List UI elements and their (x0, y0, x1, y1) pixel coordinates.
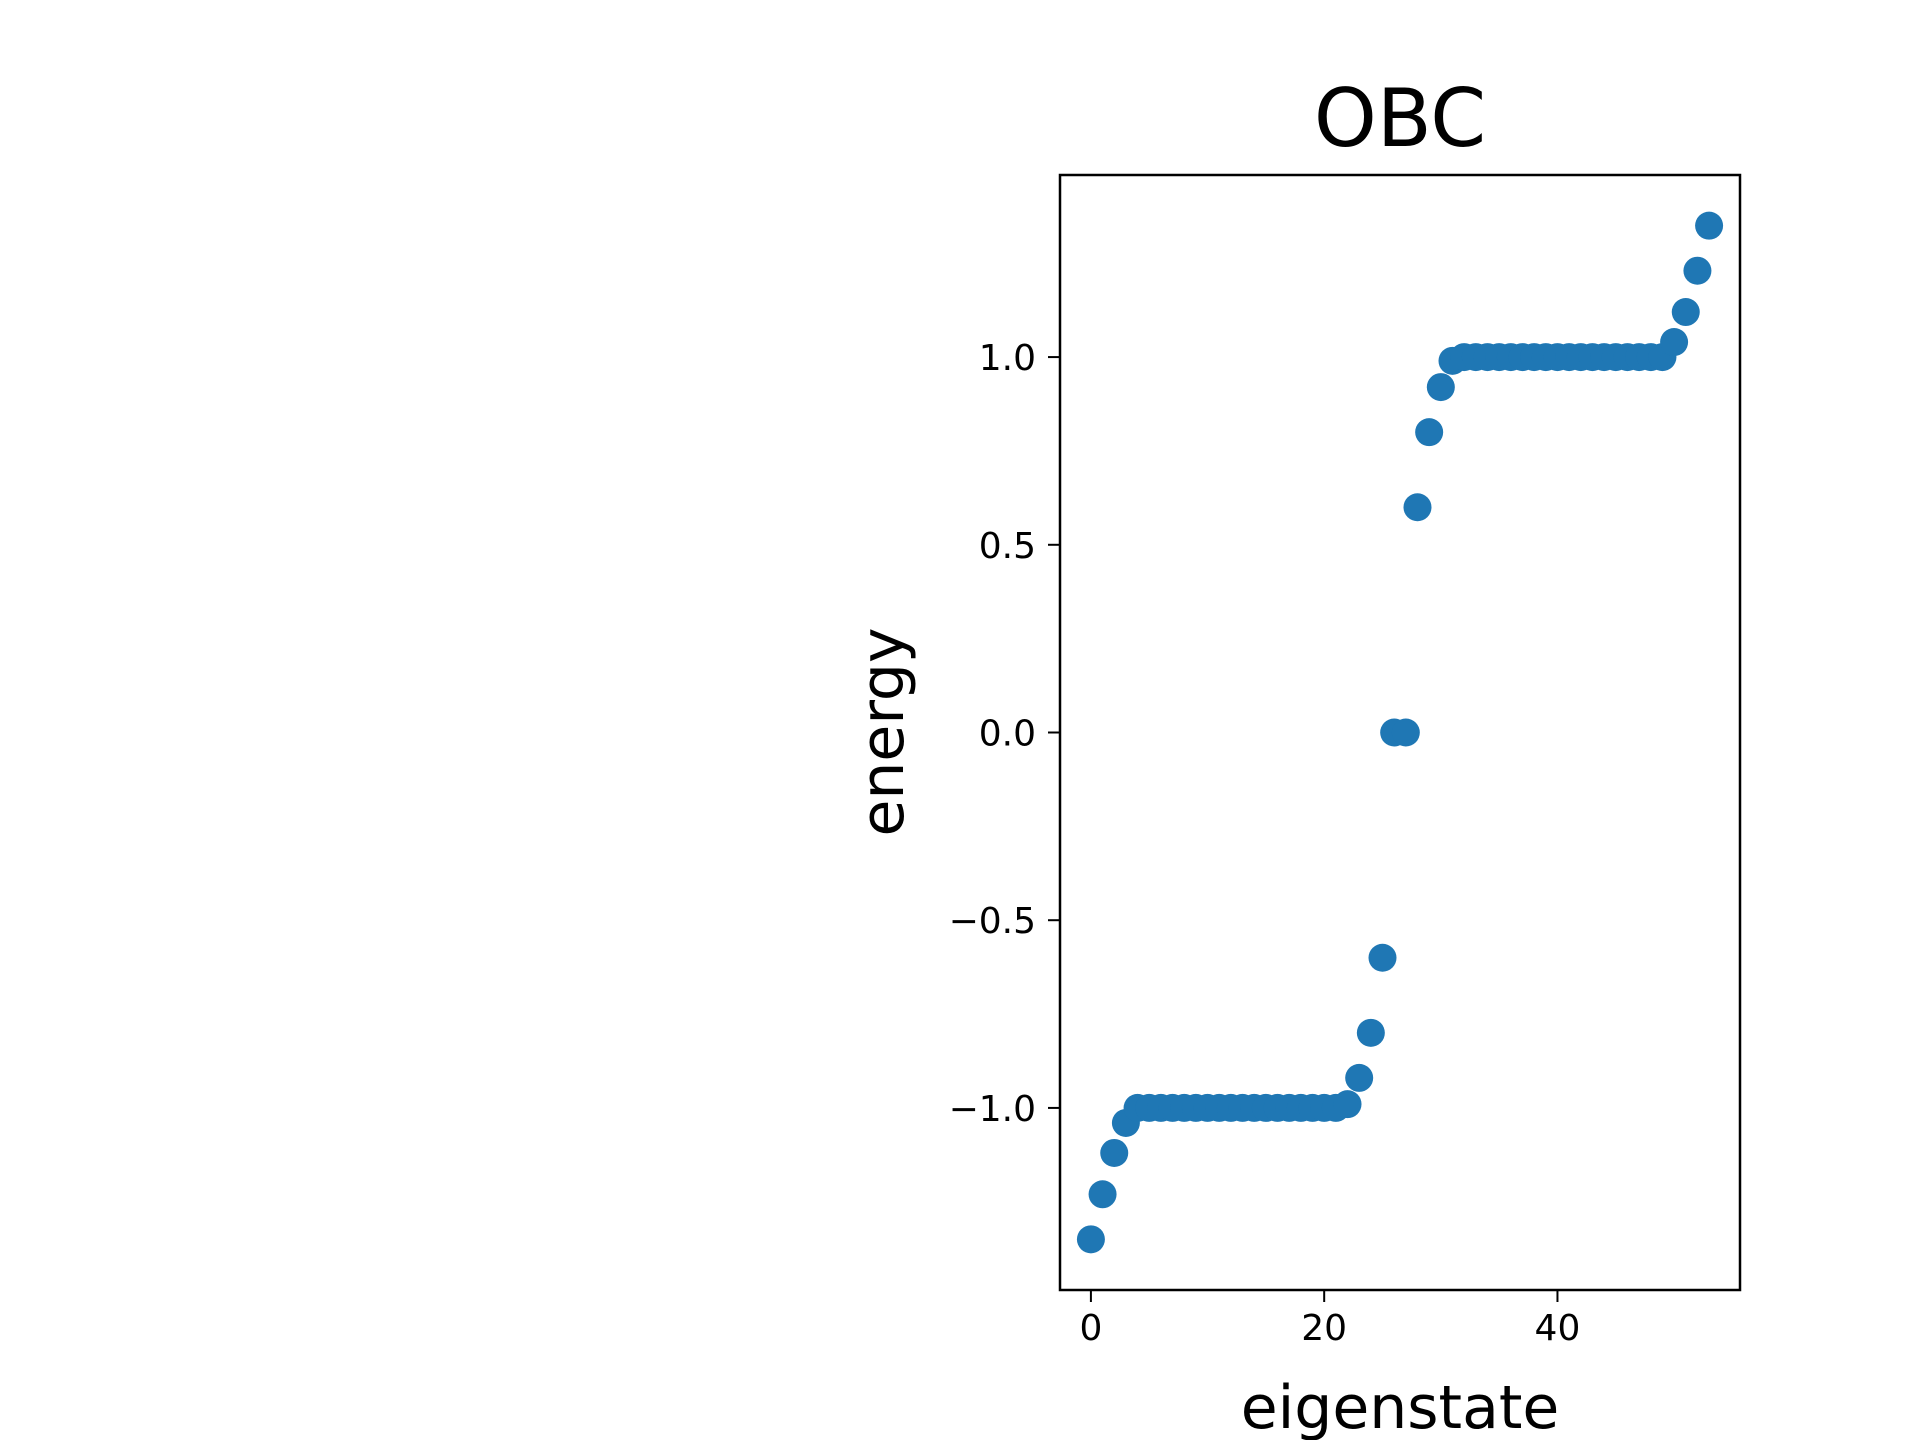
data-point (1403, 493, 1432, 522)
data-point (1426, 373, 1455, 402)
data-point (1333, 1090, 1362, 1119)
data-point (1356, 1018, 1385, 1047)
chart-title: OBC (1314, 72, 1486, 165)
y-tick-label: −1.0 (949, 1089, 1036, 1130)
x-tick-label: 0 (1079, 1308, 1102, 1349)
data-point (1671, 298, 1700, 327)
data-point (1391, 718, 1420, 747)
data-point (1100, 1138, 1129, 1167)
x-tick-label: 20 (1301, 1308, 1347, 1349)
y-tick-label: −0.5 (949, 901, 1036, 942)
data-point (1415, 418, 1444, 447)
data-point (1695, 211, 1724, 240)
data-point (1368, 943, 1397, 972)
y-axis-label: energy (848, 627, 918, 836)
data-point (1660, 328, 1689, 357)
y-tick-label: 0.5 (979, 526, 1036, 567)
y-axis-ticks: −1.0 −0.5 0.0 0.5 1.0 (949, 338, 1060, 1130)
y-tick-label: 0.0 (979, 714, 1036, 755)
data-point (1076, 1225, 1105, 1254)
data-point (1683, 256, 1712, 285)
x-axis-ticks: 0 20 40 (1079, 1290, 1580, 1349)
data-point (1345, 1063, 1374, 1092)
y-tick-label: 1.0 (979, 338, 1036, 379)
data-points (1076, 211, 1724, 1254)
x-axis-label: eigenstate (1241, 1373, 1560, 1440)
x-tick-label: 40 (1535, 1308, 1581, 1349)
data-point (1088, 1180, 1117, 1209)
